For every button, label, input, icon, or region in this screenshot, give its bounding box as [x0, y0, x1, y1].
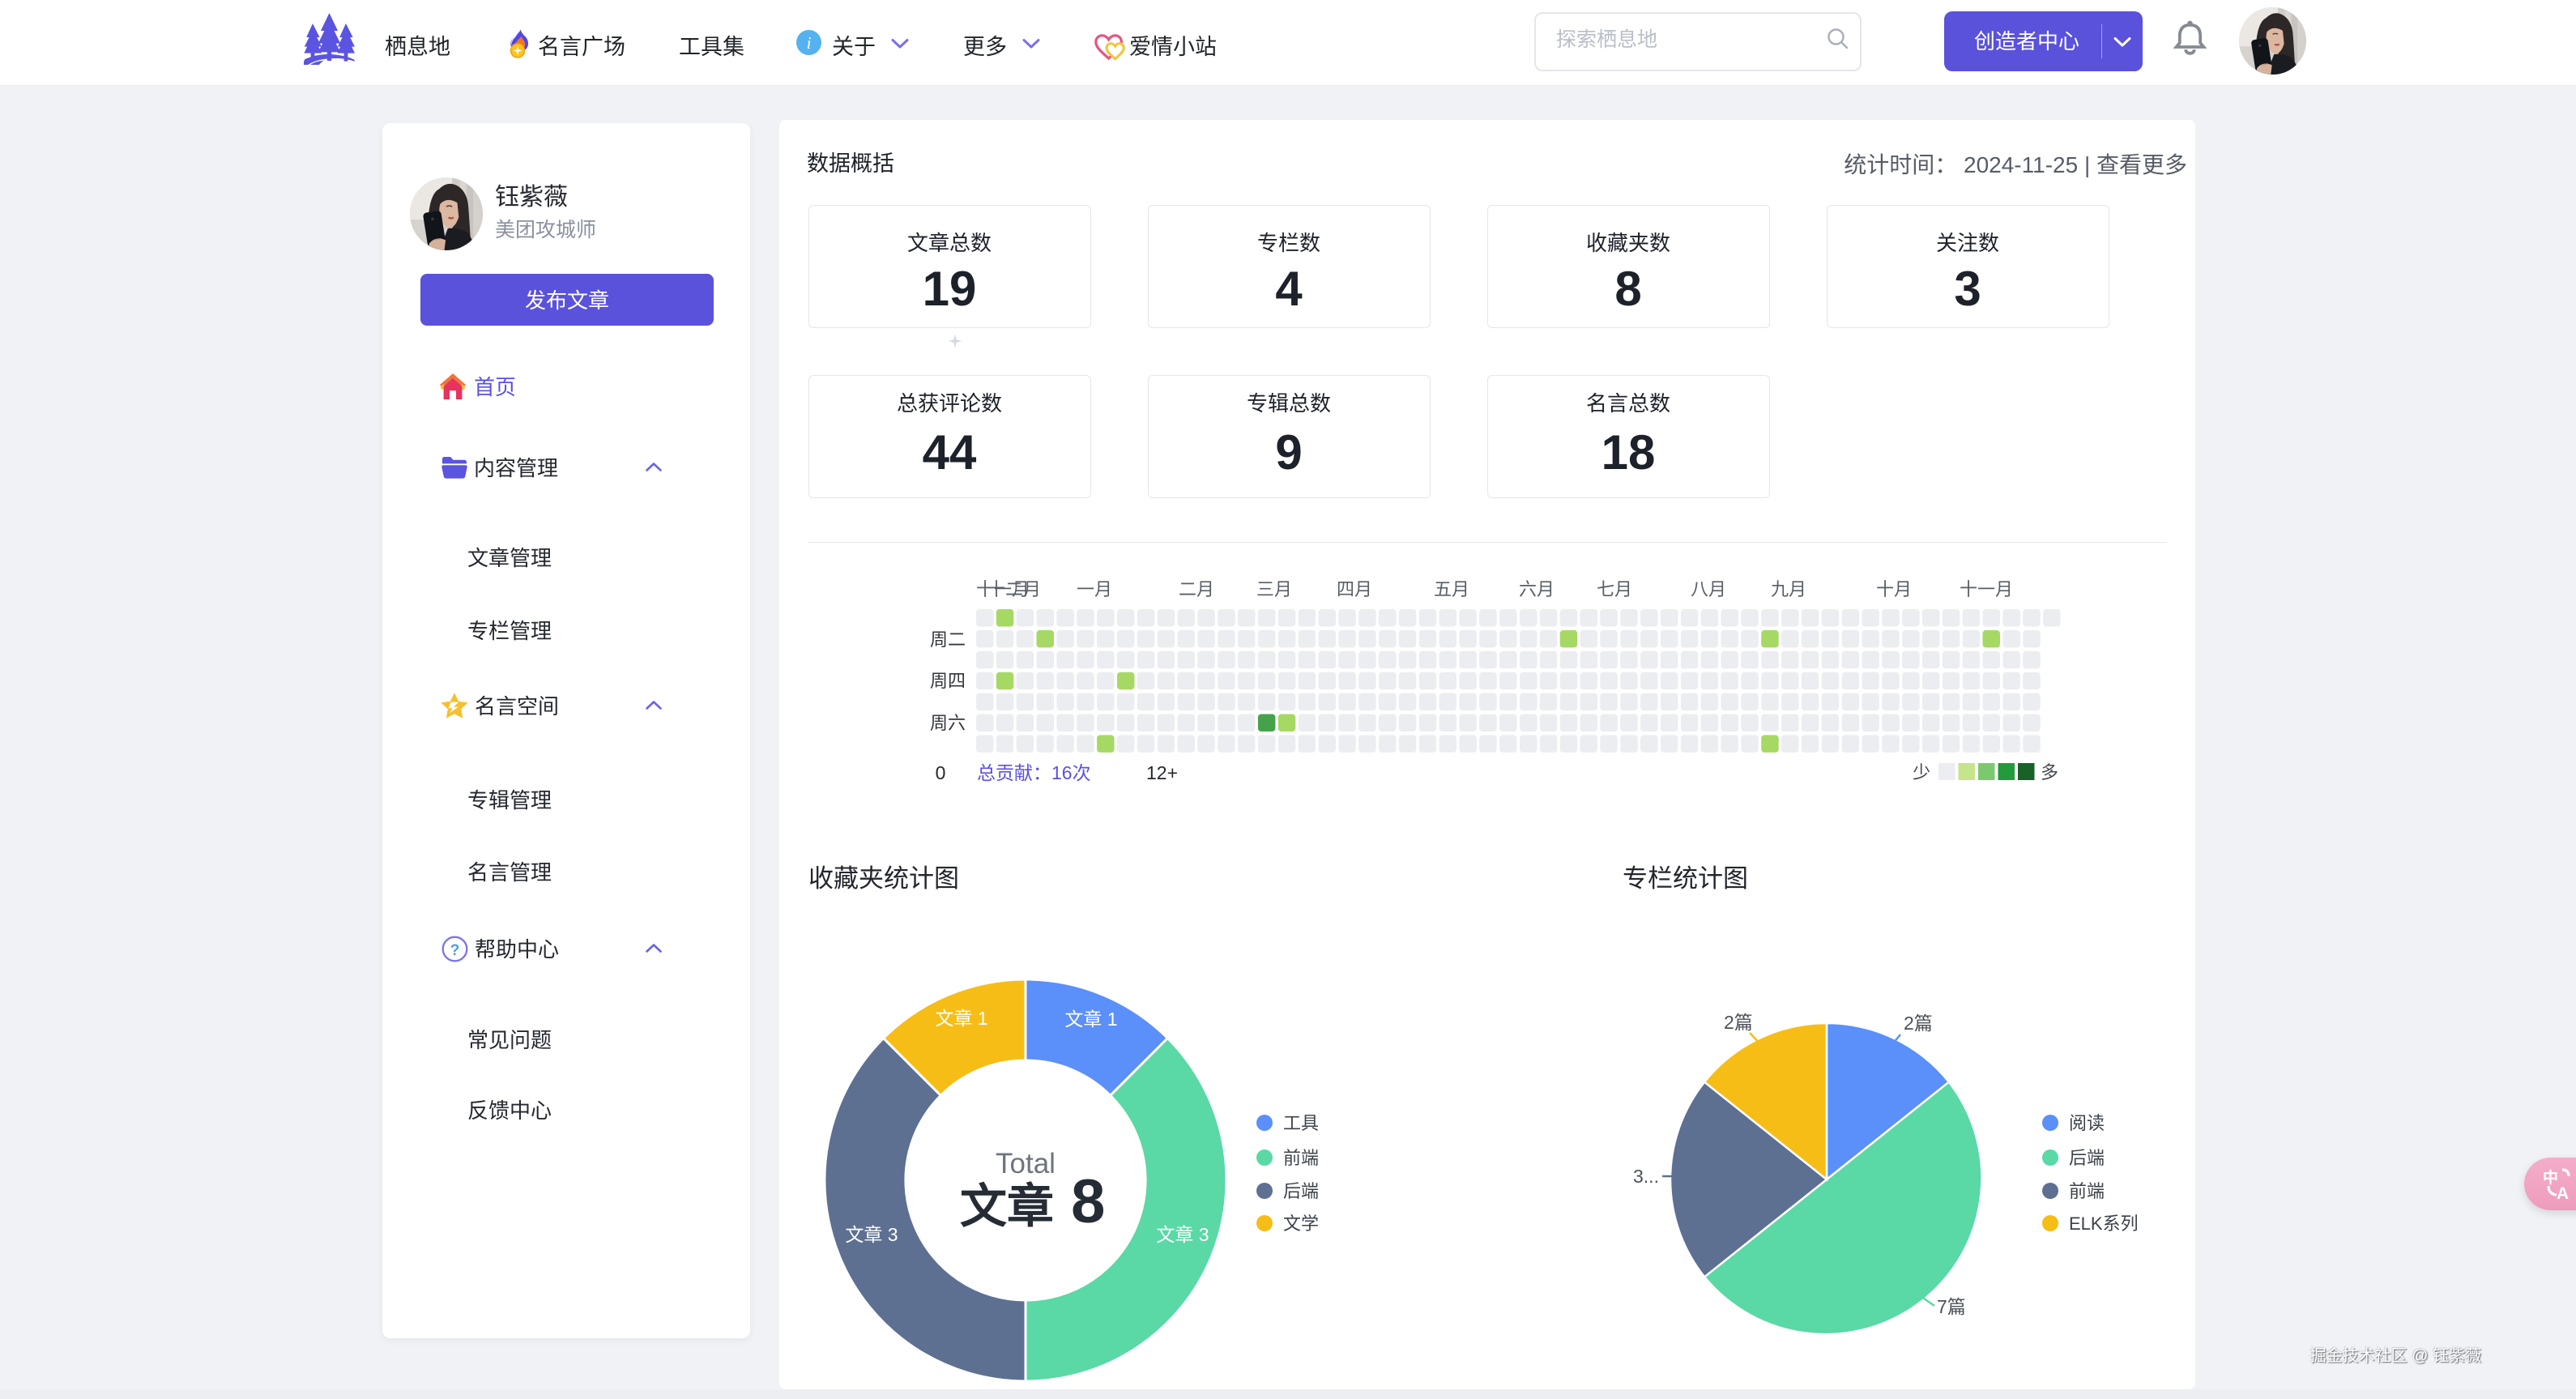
svg-text:二月: 二月 — [1179, 579, 1214, 599]
svg-text:A: A — [2557, 1184, 2569, 1203]
svg-text:文章 1: 文章 1 — [935, 1008, 987, 1029]
svg-text:文章 1: 文章 1 — [1064, 1009, 1117, 1030]
svg-text:2篇: 2篇 — [1904, 1013, 1933, 1034]
svg-text:文章 3: 文章 3 — [1156, 1224, 1209, 1245]
svg-text:九月: 九月 — [1771, 579, 1806, 599]
svg-text:ELK系列: ELK系列 — [2069, 1213, 2139, 1234]
svg-text:2篇: 2篇 — [1724, 1012, 1753, 1033]
svg-text:六月: 六月 — [1519, 579, 1555, 599]
svg-text:十一月: 十一月 — [976, 579, 1030, 599]
svg-text:0: 0 — [936, 762, 946, 783]
svg-text:少: 少 — [1913, 762, 1930, 783]
svg-text:文章 3: 文章 3 — [845, 1224, 898, 1245]
svg-text:工具: 工具 — [1283, 1113, 1319, 1133]
svg-text:阅读: 阅读 — [2069, 1113, 2105, 1133]
svg-text:12+: 12+ — [1146, 762, 1178, 783]
svg-text:八月: 八月 — [1691, 579, 1726, 599]
svg-text:四月: 四月 — [1337, 579, 1372, 599]
svg-text:七月: 七月 — [1597, 579, 1632, 599]
svg-text:十二月: 十二月 — [987, 579, 1041, 599]
svg-text:后端: 后端 — [1283, 1181, 1319, 1201]
svg-text:三月: 三月 — [1256, 579, 1292, 599]
svg-text:五月: 五月 — [1434, 579, 1469, 599]
svg-text:7篇: 7篇 — [1937, 1296, 1966, 1317]
svg-text:文学: 文学 — [1283, 1213, 1319, 1234]
svg-text:前端: 前端 — [2069, 1181, 2105, 1201]
svg-text:前端: 前端 — [1283, 1148, 1319, 1168]
svg-text:3...: 3... — [1633, 1166, 1659, 1187]
svg-text:十月: 十月 — [1876, 579, 1912, 599]
svg-text:一月: 一月 — [1077, 579, 1112, 599]
svg-text:多: 多 — [2041, 762, 2058, 783]
svg-text:周六: 周六 — [930, 713, 966, 733]
svg-text:i: i — [807, 33, 812, 53]
svg-text:后端: 后端 — [2069, 1148, 2105, 1168]
svg-text:中: 中 — [2543, 1168, 2558, 1187]
svg-text:周二: 周二 — [930, 629, 966, 650]
svg-text:十一月: 十一月 — [1960, 579, 2013, 599]
svg-text:周四: 周四 — [930, 671, 966, 691]
svg-text:?: ? — [450, 942, 460, 959]
svg-text:总贡献：16次: 总贡献：16次 — [977, 762, 1091, 783]
svg-text:Total: Total — [996, 1148, 1056, 1179]
